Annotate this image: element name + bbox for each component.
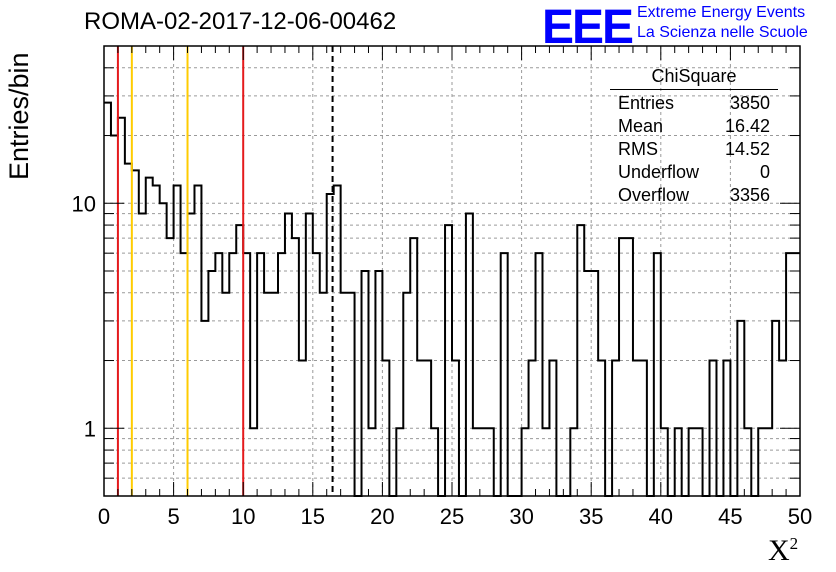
stats-row-mean: Mean 16.42: [618, 116, 770, 136]
stats-row-rms: RMS 14.52: [618, 139, 770, 159]
x-tick-label: 5: [167, 504, 179, 529]
x-axis-label: X2: [768, 534, 799, 567]
x-tick-label: 35: [579, 504, 603, 529]
stats-row-overflow: Overflow 3356: [618, 185, 770, 205]
x-tick-label: 50: [788, 504, 812, 529]
x-tick-label: 20: [370, 504, 394, 529]
axes: [103, 45, 801, 497]
y-tick-label: 10: [72, 191, 96, 216]
reference-lines: [116, 46, 334, 496]
y-axis-label: Entries/bin: [4, 52, 34, 180]
chart-title: ROMA-02-2017-12-06-00462: [84, 8, 397, 35]
y-tick-label: 1: [84, 416, 96, 441]
stats-row-entries: Entries 3850: [618, 93, 770, 113]
eee-logo: EEE: [542, 1, 634, 54]
x-tick-label: 45: [718, 504, 742, 529]
x-tick-labels: 0 5 10 15 20 25 30 35 40 45 50: [98, 504, 812, 529]
x-tick-label: 25: [440, 504, 464, 529]
stats-header: ChiSquare: [610, 66, 778, 90]
logo-line-2: La Scienza nelle Scuole: [637, 24, 808, 41]
x-tick-label: 15: [301, 504, 325, 529]
y-tick-labels: 1 10: [72, 191, 96, 441]
logo-line-1: Extreme Energy Events: [637, 4, 806, 21]
x-tick-label: 0: [98, 504, 110, 529]
x-tick-label: 40: [649, 504, 673, 529]
stats-row-underflow: Underflow 0: [618, 162, 770, 182]
stats-box: ChiSquare Entries 3850 Mean 16.42 RMS 14.52…: [610, 66, 778, 207]
x-tick-label: 30: [509, 504, 533, 529]
x-tick-label: 10: [231, 504, 255, 529]
